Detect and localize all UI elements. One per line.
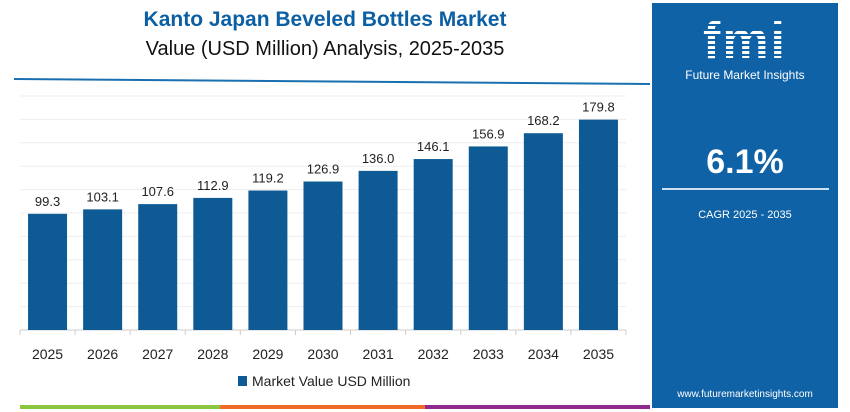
x-tick-label-2035: 2035 [583,346,614,362]
bar-2025 [28,213,68,330]
x-tick-label-2032: 2032 [418,346,449,362]
data-label-2025: 99.3 [35,194,60,209]
data-label-2032: 146.1 [417,139,450,154]
bar-2030 [303,181,343,330]
bar-2034 [523,133,563,330]
chart-subtitle: Value (USD Million) Analysis, 2025-2035 [145,38,505,60]
x-tick-label-2031: 2031 [363,346,394,362]
data-label-2028: 112.9 [197,178,229,193]
website-link[interactable]: www.futuremarketinsights.com [677,389,813,400]
bar-2029 [248,190,288,330]
data-label-2026: 103.1 [86,189,119,204]
bottom-bar-purple [425,405,650,409]
x-tick-label-2034: 2034 [528,346,559,362]
chart-title: Kanto Japan Beveled Bottles Market [143,8,507,31]
summary-panel: fmi Future Market Insights 6.1% CAGR 202… [652,3,838,408]
bottom-bar-green [20,405,220,409]
bar-2032 [413,159,453,330]
legend-label: Market Value USD Million [252,373,411,389]
cagr-value: 6.1% [706,143,784,181]
cagr-label: CAGR 2025 - 2035 [698,209,792,221]
x-tick-label-2028: 2028 [197,346,228,362]
x-tick-label-2033: 2033 [473,346,504,362]
fmi-logo: fmi [652,11,838,71]
x-tick-label-2030: 2030 [307,346,338,362]
data-label-2033: 156.9 [472,126,505,141]
data-label-2035: 179.8 [582,100,615,115]
data-label-2031: 136.0 [362,151,395,166]
x-tick-label-2027: 2027 [142,346,173,362]
header-divider [13,78,650,85]
bar-2027 [138,204,178,330]
bar-2026 [83,209,123,330]
legend-swatch [238,376,247,386]
x-tick-label-2025: 2025 [32,346,63,362]
logo-subtitle: Future Market Insights [685,68,805,82]
data-label-2034: 168.2 [527,113,560,128]
data-label-2027: 107.6 [141,184,174,199]
x-tick-label-2026: 2026 [87,346,118,362]
divider [662,188,829,190]
bottom-bar-orange [220,405,425,409]
bar-2033 [468,146,508,330]
data-label-2029: 119.2 [252,171,284,186]
data-label-2030: 126.9 [307,162,340,177]
x-tick-label-2029: 2029 [252,346,283,362]
bar-2035 [578,119,618,330]
legend: Market Value USD Million [238,373,410,389]
bar-2031 [358,170,398,330]
bar-chart: 99.3 2025 103.1 2026 107.6 2027 112.9 2028 119.2… [13,78,650,362]
bar-2028 [193,197,233,330]
